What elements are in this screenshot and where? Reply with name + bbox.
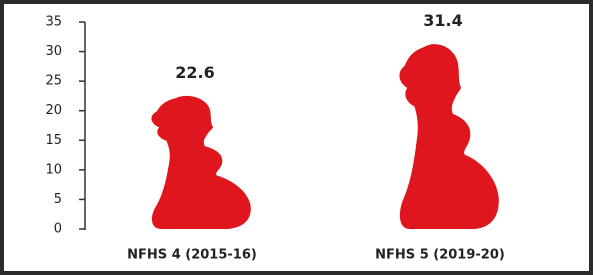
chart: 0 5 10 15 20 25 30 35 NFHS 4 (2015-16) 22.6 NFHS 5… xyxy=(0,0,593,275)
value-label: 22.6 xyxy=(175,63,214,82)
frame xyxy=(2,2,591,273)
y-tick-label: 5 xyxy=(54,192,62,207)
y-tick-label: 25 xyxy=(45,74,62,89)
y-tick-label: 15 xyxy=(45,133,62,148)
x-tick-label: NFHS 5 (2019-20) xyxy=(375,248,505,263)
y-tick-label: 35 xyxy=(45,15,62,30)
x-tick-label: NFHS 4 (2015-16) xyxy=(127,248,257,263)
y-tick-label: 10 xyxy=(45,162,62,177)
value-label: 31.4 xyxy=(423,11,462,30)
y-tick-label: 0 xyxy=(54,222,62,237)
y-tick-label: 30 xyxy=(45,44,62,59)
y-tick-label: 20 xyxy=(45,103,62,118)
